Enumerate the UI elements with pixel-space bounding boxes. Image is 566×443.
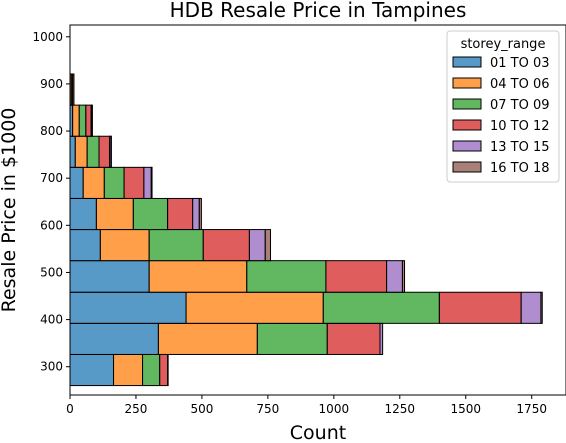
- bar-1-bin-6: [69, 197, 97, 231]
- y-tick-label: 400: [40, 313, 63, 327]
- y-tick-label: 900: [40, 77, 63, 91]
- bar-6-bin-8: [110, 135, 112, 168]
- bar-1-bin-4: [69, 260, 150, 293]
- bar-5-bin-5: [248, 229, 266, 262]
- bar-3-bin-1: [142, 353, 161, 387]
- bar-2-bin-8: [74, 135, 88, 168]
- y-tick-label: 800: [40, 124, 63, 138]
- bar-6-bin-4: [401, 260, 406, 293]
- bar-5-bin-4: [386, 260, 403, 293]
- bar-3-bin-8: [86, 135, 100, 168]
- bar-1-bin-7: [69, 166, 84, 199]
- bar-1-bin-3: [69, 291, 187, 324]
- bar-5-bin-7: [143, 166, 152, 199]
- y-tick-label: 500: [40, 265, 63, 279]
- y-tick-label: 300: [40, 360, 63, 374]
- bar-4-bin-4: [325, 260, 388, 293]
- bar-3-bin-4: [246, 260, 327, 293]
- legend-swatch: [452, 119, 482, 131]
- bar-2-bin-1: [113, 353, 144, 387]
- bar-2-bin-9: [72, 104, 80, 137]
- bar-layer: [69, 73, 543, 387]
- bar-5-bin-1: [167, 353, 169, 387]
- bar-2-bin-6: [95, 197, 134, 231]
- bar-5-bin-6: [192, 197, 200, 231]
- bar-6-bin-3: [540, 291, 543, 324]
- legend-label: 10 TO 12: [490, 119, 550, 134]
- y-tick-label: 1000: [32, 30, 63, 44]
- bar-6-bin-7: [150, 166, 153, 199]
- legend-label: 13 TO 15: [490, 140, 550, 155]
- bar-2-bin-5: [99, 229, 150, 262]
- legend-label: 01 TO 03: [490, 56, 550, 71]
- bar-4-bin-3: [438, 291, 522, 324]
- bar-3-bin-3: [322, 291, 440, 324]
- bar-1-bin-5: [69, 229, 101, 262]
- bar-2-bin-3: [185, 291, 324, 324]
- legend-swatch: [452, 56, 482, 68]
- x-tick-label: 0: [66, 402, 74, 416]
- bar-4-bin-7: [123, 166, 145, 199]
- bar-4-bin-8: [98, 135, 111, 168]
- y-axis: 300 400 500 600 700 800 900 1000: [32, 30, 70, 374]
- x-tick-label: 250: [125, 402, 148, 416]
- bar-2-bin-2: [157, 322, 258, 355]
- y-tick-label: 700: [40, 171, 63, 185]
- x-axis-label: Count: [290, 422, 346, 443]
- y-axis-label: Resale Price in $1000: [0, 108, 20, 313]
- bar-3-bin-7: [103, 166, 125, 199]
- bar-2-bin-7: [82, 166, 105, 199]
- bar-4-bin-9: [85, 104, 92, 137]
- legend-title: storey_range: [461, 37, 546, 52]
- legend-swatch: [452, 98, 482, 110]
- bar-6-bin-5: [264, 229, 272, 262]
- legend-swatch: [452, 140, 482, 152]
- bar-6-bin-9: [91, 104, 93, 137]
- x-tick-label: 1000: [319, 402, 350, 416]
- bar-4-bin-10: [72, 73, 75, 106]
- plot-frame: [69, 24, 566, 396]
- legend: storey_range 01 TO 03 04 TO 06 07 TO 09 10 …: [446, 30, 560, 183]
- bar-4-bin-6: [167, 197, 194, 231]
- legend-label: 04 TO 06: [490, 77, 550, 92]
- bar-4-bin-1: [159, 353, 169, 387]
- bar-3-bin-9: [78, 104, 87, 137]
- legend-label: 16 TO 18: [490, 161, 550, 176]
- x-axis: 0 250 500 750 1000 1250 1500 1750: [66, 395, 547, 416]
- bar-3-bin-6: [132, 197, 169, 231]
- bar-6-bin-6: [198, 197, 202, 231]
- bar-3-bin-2: [256, 322, 328, 355]
- bar-5-bin-2: [379, 322, 384, 355]
- legend-label: 07 TO 09: [490, 98, 550, 113]
- bar-3-bin-5: [148, 229, 204, 262]
- bar-2-bin-4: [148, 260, 248, 293]
- x-tick-label: 1750: [516, 402, 547, 416]
- x-tick-label: 1500: [450, 402, 481, 416]
- chart-title: HDB Resale Price in Tampines: [170, 0, 467, 22]
- bar-1-bin-2: [69, 322, 159, 355]
- bar-4-bin-5: [202, 229, 250, 262]
- bar-5-bin-3: [520, 291, 542, 324]
- legend-swatch: [452, 161, 482, 173]
- x-tick-label: 750: [256, 402, 279, 416]
- bar-1-bin-8: [69, 135, 76, 168]
- bar-1-bin-1: [69, 353, 115, 387]
- legend-swatch: [452, 77, 482, 89]
- bar-4-bin-2: [326, 322, 381, 355]
- x-tick-label: 500: [190, 402, 213, 416]
- x-tick-label: 1250: [385, 402, 416, 416]
- y-tick-label: 600: [40, 218, 63, 232]
